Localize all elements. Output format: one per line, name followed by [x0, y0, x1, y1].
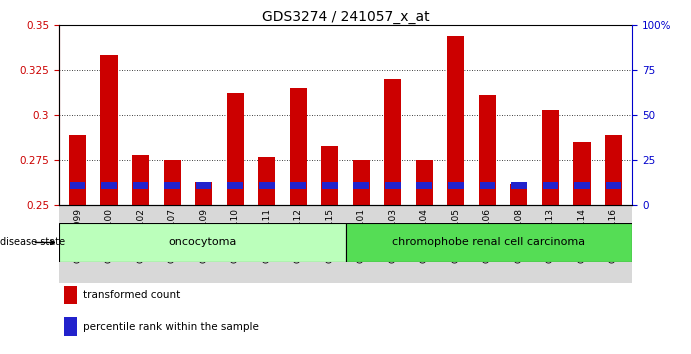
Bar: [510, 184, 527, 205]
Bar: [542, 182, 558, 189]
Bar: [69, 135, 86, 205]
Bar: [415, 160, 433, 205]
Bar: [417, 182, 432, 189]
Text: transformed count: transformed count: [83, 290, 180, 300]
Bar: [102, 182, 117, 189]
Text: chromophobe renal cell carcinoma: chromophobe renal cell carcinoma: [392, 238, 585, 247]
Bar: [605, 135, 622, 205]
Bar: [346, 223, 632, 262]
Bar: [384, 79, 401, 205]
Bar: [290, 88, 307, 205]
Bar: [259, 182, 274, 189]
Bar: [70, 182, 86, 189]
Bar: [196, 182, 211, 189]
Bar: [573, 142, 591, 205]
Text: disease state: disease state: [0, 238, 65, 247]
Bar: [605, 182, 621, 189]
Bar: [511, 182, 527, 189]
Bar: [64, 317, 77, 336]
Bar: [195, 182, 212, 205]
Bar: [448, 182, 464, 189]
Bar: [354, 182, 369, 189]
Bar: [480, 182, 495, 189]
Bar: [227, 93, 244, 205]
Bar: [227, 182, 243, 189]
Bar: [100, 56, 118, 205]
Bar: [385, 182, 401, 189]
Bar: [447, 36, 464, 205]
Bar: [59, 223, 346, 262]
Bar: [132, 155, 149, 205]
Bar: [322, 182, 337, 189]
Bar: [164, 160, 181, 205]
Bar: [542, 110, 559, 205]
Bar: [258, 156, 276, 205]
Bar: [64, 286, 77, 304]
Bar: [352, 160, 370, 205]
Text: oncocytoma: oncocytoma: [168, 238, 236, 247]
Bar: [574, 182, 589, 189]
Bar: [290, 182, 306, 189]
Bar: [321, 146, 339, 205]
Bar: [133, 182, 149, 189]
Bar: [164, 182, 180, 189]
Text: percentile rank within the sample: percentile rank within the sample: [83, 321, 258, 332]
Bar: [479, 95, 496, 205]
Title: GDS3274 / 241057_x_at: GDS3274 / 241057_x_at: [262, 10, 429, 24]
